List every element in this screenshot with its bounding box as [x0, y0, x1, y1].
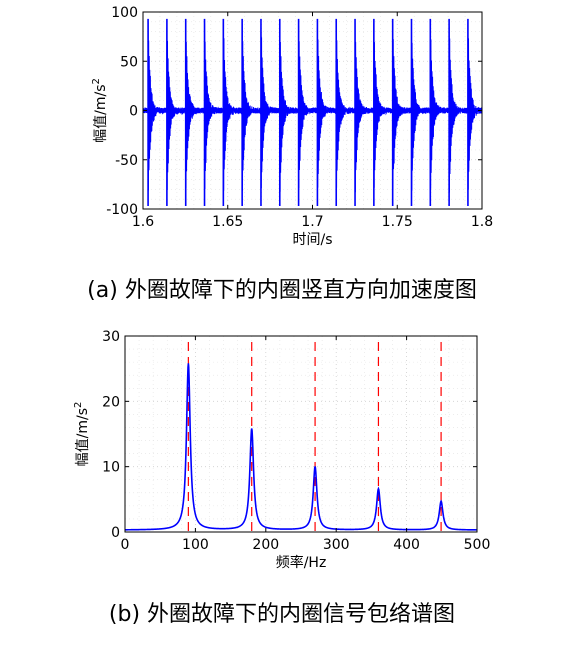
y-tick-label: 0 [111, 525, 120, 541]
y-axis-label: 幅值/m/s2 [73, 402, 91, 467]
y-axis-label: 幅值/m/s2 [91, 78, 109, 143]
y-tick-label: 10 [102, 460, 120, 476]
x-tick-label: 200 [252, 537, 279, 553]
x-tick-label: 1.75 [382, 214, 413, 230]
x-tick-label: 300 [323, 537, 350, 553]
x-tick-label: 1.65 [212, 214, 243, 230]
caption-a: (a) 外圈故障下的内圈竖直方向加速度图 [87, 278, 477, 303]
spectrum-peak [187, 364, 190, 367]
x-tick-label: 1.8 [471, 214, 493, 230]
y-tick-label: 50 [120, 54, 138, 70]
spectrum-peak [377, 490, 380, 492]
x-tick-label: 100 [182, 537, 209, 553]
spectrum-peak [440, 502, 442, 505]
y-tick-label: 30 [102, 329, 120, 345]
x-tick-label: 1.7 [301, 214, 323, 230]
y-tick-label: 0 [129, 104, 138, 120]
y-tick-label: 20 [102, 394, 120, 410]
x-axis-label: 频率/Hz [276, 554, 327, 571]
plot-frame [124, 335, 478, 533]
x-tick-label: 400 [393, 537, 420, 553]
y-tick-label: -100 [106, 202, 138, 218]
x-tick-label: 1.6 [132, 214, 154, 230]
x-tick-label: 0 [121, 537, 130, 553]
grid [124, 335, 478, 533]
y-tick-label: 100 [111, 5, 138, 21]
caption-b: (b) 外圈故障下的内圈信号包络谱图 [108, 602, 456, 627]
y-axis-label-superscript: 2 [91, 78, 102, 84]
x-axis-label: 时间/s [292, 232, 332, 248]
y-tick-label: -50 [115, 153, 138, 169]
spectrum-peak [250, 429, 253, 432]
y-axis-label-superscript: 2 [73, 402, 84, 408]
spectrum-peak [314, 467, 316, 470]
series-envelope-spectrum [125, 363, 477, 531]
x-tick-label: 500 [464, 537, 491, 553]
series-acceleration [142, 22, 483, 193]
chart-a: 1.6 1.65 1.7 1.75 1.8 100 50 0 -50 -100 时间/s 幅值/m/s… [91, 5, 493, 248]
